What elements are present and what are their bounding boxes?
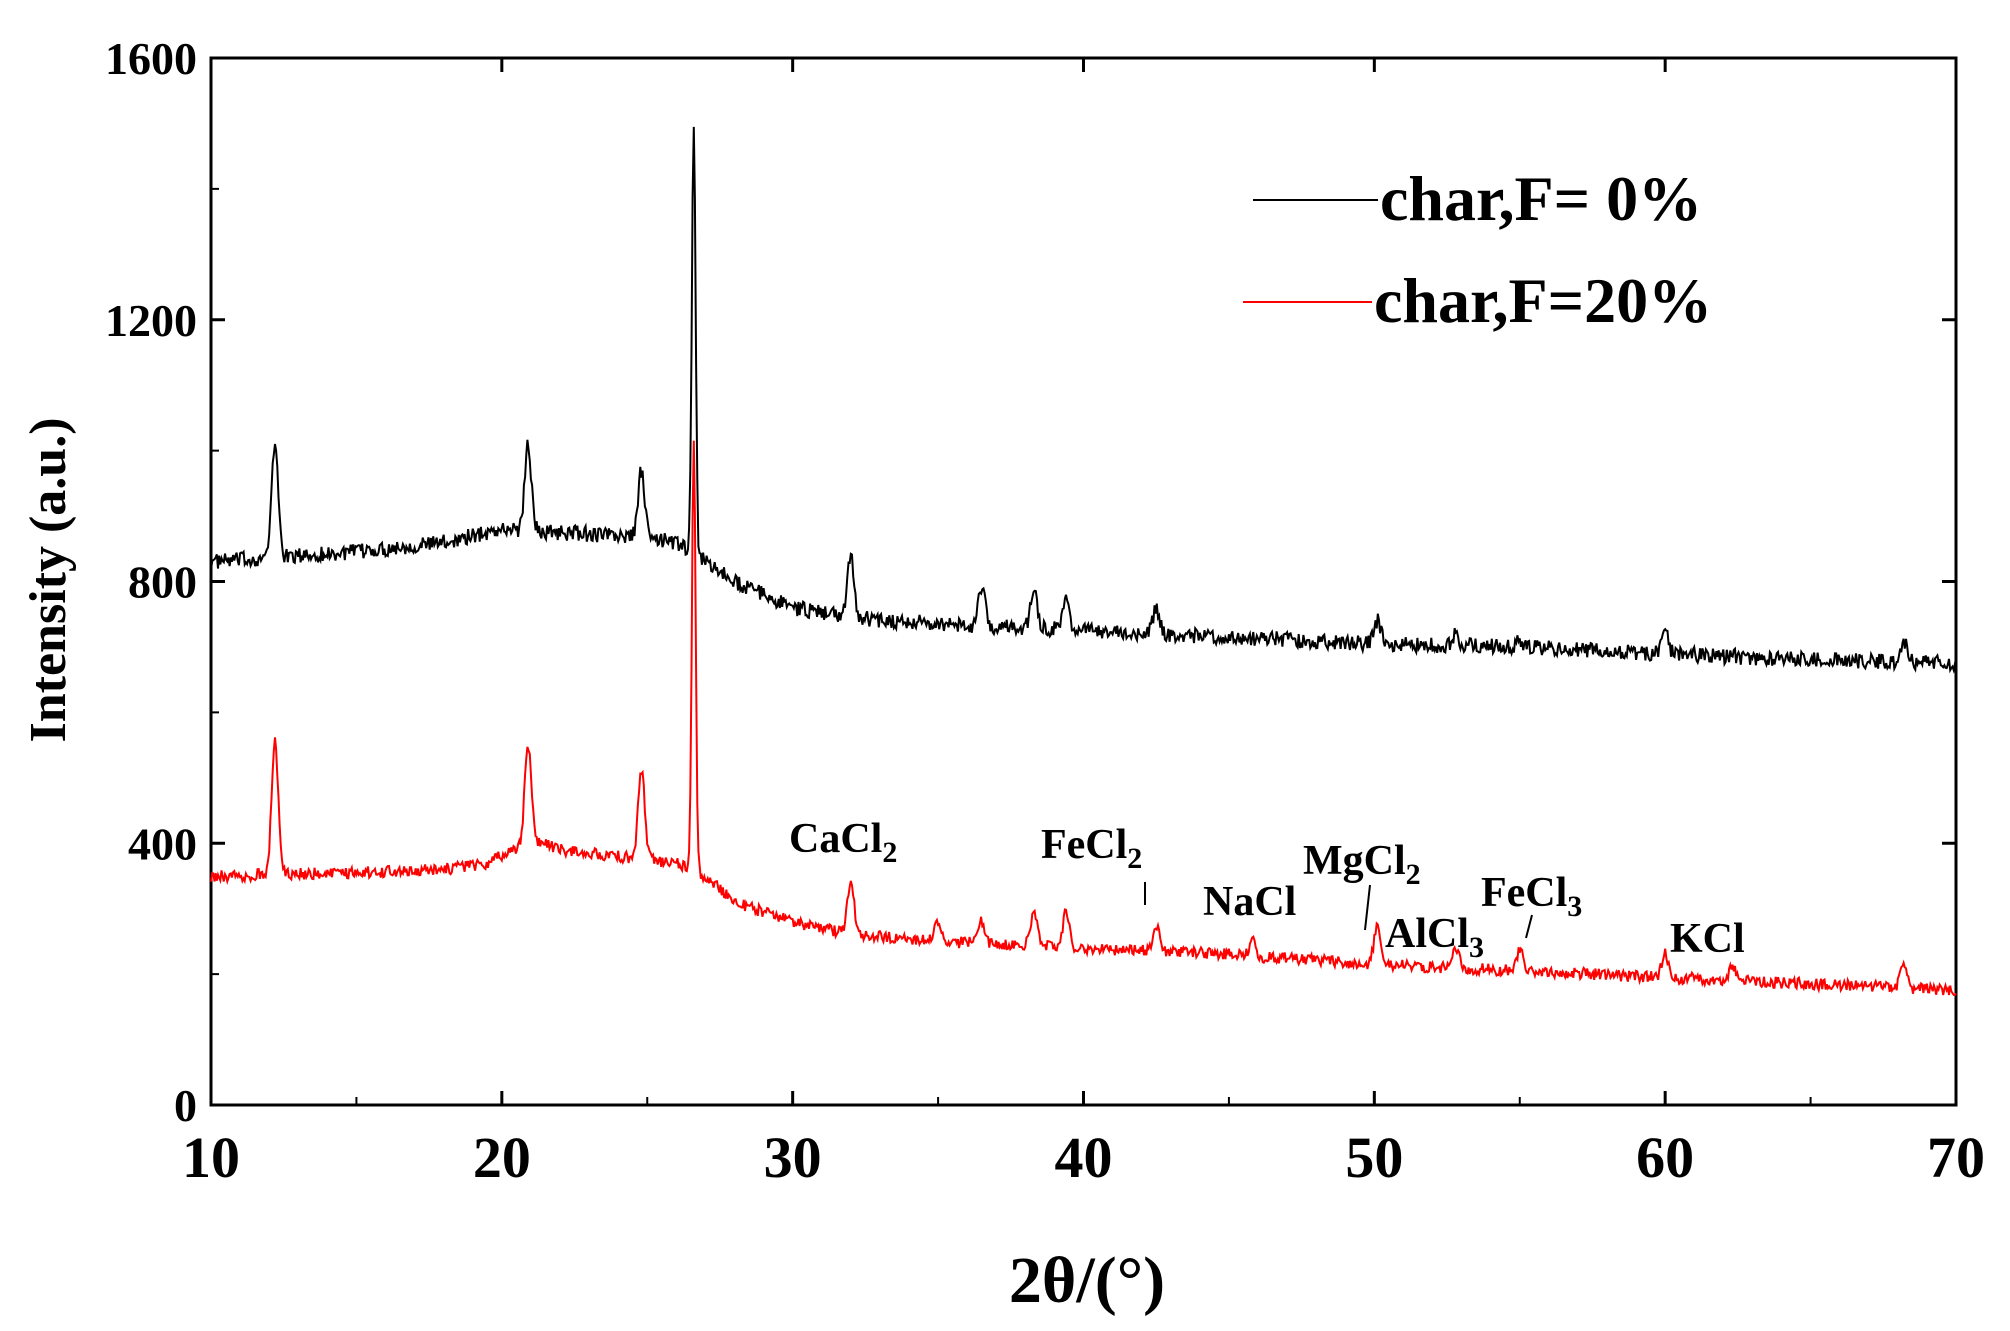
- annotation-kcl-label: KCl: [1670, 916, 1745, 962]
- annotation-fecl2-label: FeCl: [1041, 822, 1127, 868]
- annotation-fecl3-label: FeCl: [1481, 870, 1567, 916]
- annotation-fecl3-sub: 3: [1567, 890, 1582, 923]
- annotation-fecl3-leader: [1525, 914, 1533, 939]
- peak-annotations: CaCl2 FeCl2 NaCl MgCl2 AlCl3 FeCl3 KCl: [789, 816, 1745, 964]
- legend: char,F= 0% char,F=20%: [1243, 163, 1712, 336]
- annotation-alcl3-sub: 3: [1469, 931, 1484, 964]
- annotation-mgcl2-sub: 2: [1406, 858, 1421, 891]
- series-line-1: [210, 440, 1957, 997]
- annotation-mgcl2-leader: [1364, 884, 1371, 931]
- x-tick-label-50: 50: [1345, 1125, 1403, 1190]
- y-tick-label-1600: 1600: [105, 33, 197, 84]
- legend-label-1: char,F=20%: [1374, 265, 1712, 336]
- annotation-alcl3: AlCl3: [1385, 911, 1484, 964]
- annotation-cacl2: CaCl2: [789, 816, 897, 869]
- y-tick-label-400: 400: [128, 818, 197, 869]
- series-line-0: [210, 126, 1957, 674]
- x-tick-label-10: 10: [182, 1125, 240, 1190]
- annotation-mgcl2: MgCl2: [1303, 838, 1421, 891]
- x-tick-label-30: 30: [764, 1125, 822, 1190]
- annotation-fecl2-sub: 2: [1127, 842, 1142, 875]
- annotation-mgcl2-label: MgCl: [1303, 838, 1406, 884]
- x-tick-label-60: 60: [1636, 1125, 1694, 1190]
- x-tick-label-70: 70: [1927, 1125, 1985, 1190]
- annotation-nacl-label: NaCl: [1203, 879, 1296, 925]
- annotation-nacl: NaCl: [1203, 879, 1296, 925]
- x-tick-label-20: 20: [473, 1125, 531, 1190]
- x-tick-label-40: 40: [1055, 1125, 1113, 1190]
- annotation-fecl3: FeCl3: [1481, 870, 1582, 923]
- legend-label-0: char,F= 0%: [1380, 163, 1702, 234]
- ticks-layer: 10 20 30 40 50 60 70 0 400 800 1200 1600: [105, 33, 1985, 1190]
- annotation-fecl2: FeCl2: [1041, 822, 1142, 875]
- x-axis-title: 2θ/(°): [1009, 1244, 1165, 1317]
- y-tick-label-800: 800: [128, 557, 197, 608]
- annotation-cacl2-label: CaCl: [789, 816, 882, 862]
- annotation-alcl3-label: AlCl: [1385, 911, 1469, 957]
- y-tick-label-0: 0: [174, 1080, 197, 1131]
- annotation-cacl2-sub: 2: [882, 836, 897, 869]
- series-layer: [210, 126, 1957, 997]
- y-tick-label-1200: 1200: [105, 295, 197, 346]
- y-axis-title: Intensity (a.u.): [20, 417, 77, 742]
- annotation-kcl: KCl: [1670, 916, 1745, 962]
